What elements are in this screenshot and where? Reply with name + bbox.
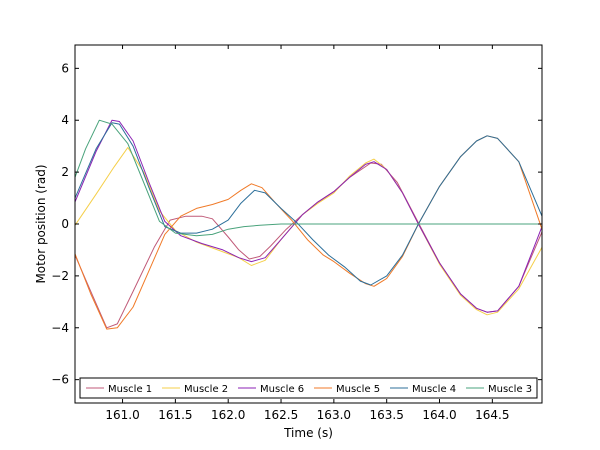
series-line-4 bbox=[75, 135, 542, 330]
series-line-3 bbox=[75, 119, 542, 313]
legend-label: Muscle 3 bbox=[488, 384, 532, 395]
series-line-6 bbox=[75, 119, 542, 237]
series-line-5 bbox=[75, 122, 542, 286]
y-tick-label: −6 bbox=[51, 373, 69, 387]
y-tick-label: −2 bbox=[51, 269, 69, 283]
legend: Muscle 1 Muscle 2 Muscle 6 Muscle 5 Muscle 4… bbox=[79, 377, 538, 399]
ticks-layer: 161.0 161.5 162.0 162.5 163.0 163.5 164.0 164.5… bbox=[51, 45, 542, 422]
x-tick-label: 164.5 bbox=[475, 408, 509, 422]
legend-label: Muscle 6 bbox=[260, 384, 304, 395]
series-line-2 bbox=[75, 147, 542, 316]
series-layer bbox=[75, 119, 542, 330]
y-tick-label: 6 bbox=[61, 61, 69, 75]
legend-label: Muscle 2 bbox=[184, 384, 228, 395]
x-axis-title: Time (s) bbox=[283, 426, 333, 440]
legend-label: Muscle 1 bbox=[108, 384, 152, 395]
x-tick-label: 162.5 bbox=[264, 408, 298, 422]
y-tick-label: 4 bbox=[61, 113, 69, 127]
x-tick-label: 161.5 bbox=[158, 408, 192, 422]
y-axis-title: Motor position (rad) bbox=[34, 164, 48, 283]
x-tick-label: 163.5 bbox=[370, 408, 404, 422]
legend-label: Muscle 5 bbox=[336, 384, 380, 395]
x-tick-label: 163.0 bbox=[317, 408, 351, 422]
y-tick-label: 0 bbox=[61, 217, 69, 231]
x-tick-label: 162.0 bbox=[211, 408, 245, 422]
y-tick-label: 2 bbox=[61, 165, 69, 179]
legend-box bbox=[79, 377, 538, 399]
y-tick-label: −4 bbox=[51, 321, 69, 335]
series-line-1 bbox=[75, 162, 542, 329]
legend-label: Muscle 4 bbox=[412, 384, 456, 395]
x-tick-label: 161.0 bbox=[105, 408, 139, 422]
x-tick-label: 164.0 bbox=[422, 408, 456, 422]
